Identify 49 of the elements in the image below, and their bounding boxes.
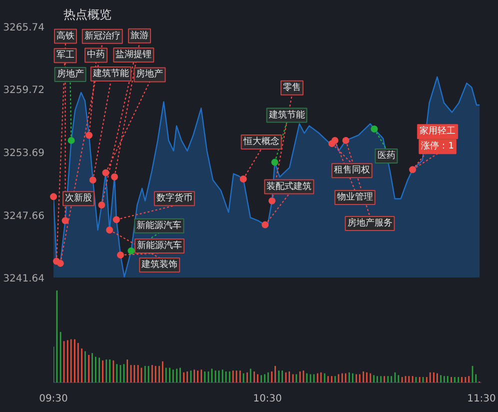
annotation: 旅游	[130, 30, 148, 41]
x-tick-label: 10:30	[253, 394, 282, 404]
y-tick-label: 3265.74	[3, 22, 45, 34]
annotation: 建筑节能	[92, 68, 129, 80]
point	[106, 226, 114, 234]
x-tick-label: 11:30	[467, 394, 496, 404]
annotation: 军工	[56, 50, 74, 61]
point	[110, 173, 118, 180]
point	[86, 132, 93, 139]
point	[62, 217, 69, 224]
point	[262, 221, 269, 228]
annotation: 租售同权	[334, 164, 370, 176]
annotation: 建筑装饰	[140, 259, 178, 270]
annotation: 次新股	[65, 192, 92, 204]
annotation: 新能源汽车	[136, 220, 182, 231]
point	[342, 136, 350, 144]
y-tick-label: 3259.72	[3, 85, 45, 96]
annotation: 新能源汽车	[136, 240, 182, 252]
annotation: 中药	[87, 49, 106, 60]
y-tick-label: 3241.64	[3, 274, 45, 284]
annotation: 物业管理	[336, 191, 373, 202]
annotation: 房地产	[56, 68, 84, 80]
annotation: 盐湖提锂	[116, 49, 152, 60]
chart-title: 热点概览	[64, 8, 112, 22]
point	[240, 175, 247, 182]
y-tick-label: 3247.66	[3, 210, 45, 222]
point	[102, 169, 110, 176]
annotation: 装配式建筑	[266, 180, 312, 192]
point	[116, 252, 124, 258]
annotation: 数字货币	[156, 192, 192, 204]
point	[331, 136, 338, 144]
annotation: 房地产	[136, 68, 164, 80]
annotation: 建筑节能	[268, 109, 305, 120]
annotation: 医药	[377, 150, 396, 161]
point	[98, 202, 106, 209]
annotation: 新冠治疗	[84, 30, 120, 42]
annotation: 零售	[282, 82, 301, 93]
point	[50, 193, 57, 200]
x-tick-label: 09:30	[39, 394, 68, 404]
point	[52, 258, 60, 265]
y-tick-label: 3253.69	[3, 148, 45, 159]
annotation: 家用轻工	[420, 126, 456, 137]
point	[268, 197, 276, 204]
annotation: 涨停：1	[421, 140, 454, 152]
annotation: 房地产服务	[347, 217, 392, 228]
point	[89, 176, 96, 184]
annotation: 高铁	[56, 30, 74, 42]
point	[112, 216, 120, 224]
annotation: 恒大概念	[242, 136, 280, 147]
